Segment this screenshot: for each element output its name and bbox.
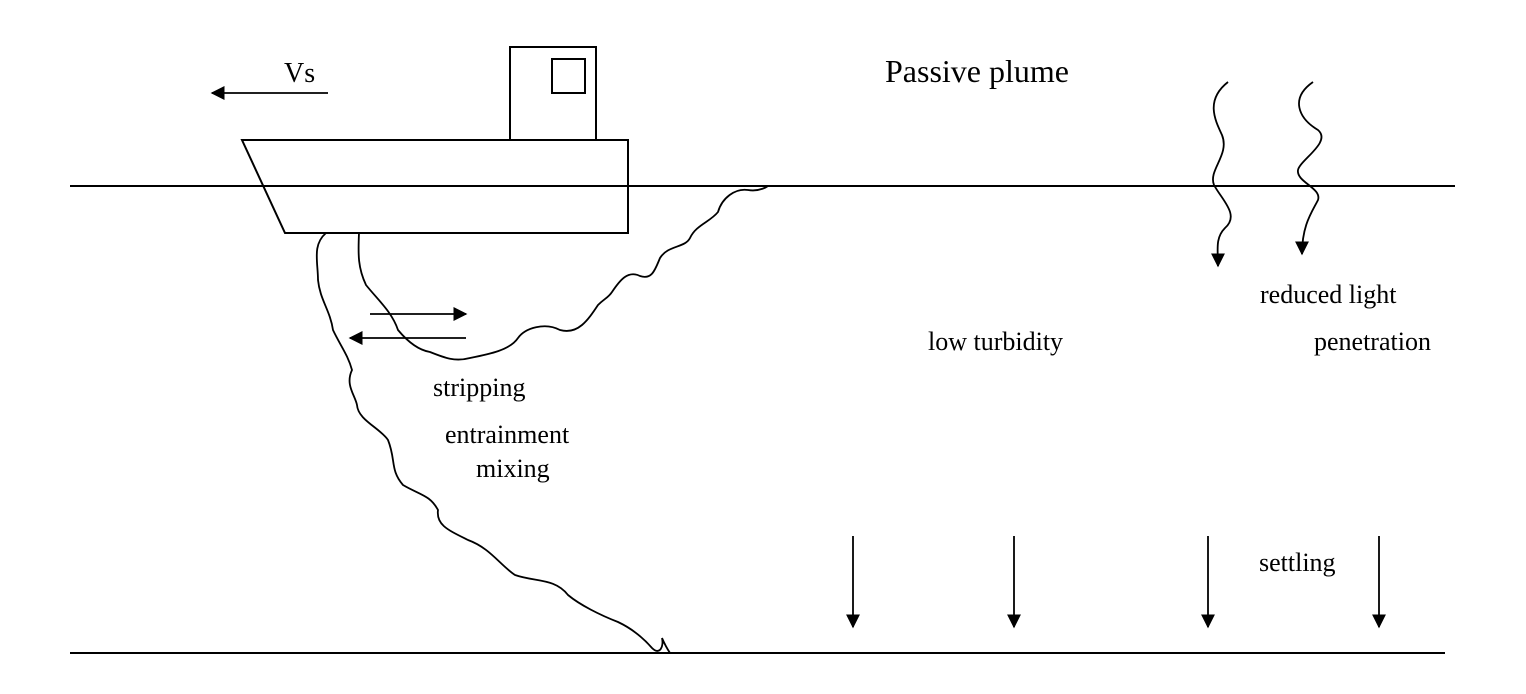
label-stripping: stripping	[433, 373, 525, 402]
label-penetration: penetration	[1314, 327, 1431, 356]
vessel-cabin-window	[552, 59, 585, 93]
vessel-speed-label: Vs	[284, 58, 315, 89]
diagram-title: Passive plume	[885, 53, 1069, 89]
label-reduced-light: reduced light	[1260, 280, 1397, 309]
label-settling: settling	[1259, 548, 1336, 577]
label-entrainment: entrainment	[445, 420, 570, 449]
light-ray-2	[1298, 82, 1322, 254]
label-mixing: mixing	[476, 454, 550, 483]
light-ray-1	[1213, 82, 1231, 266]
plume-boundary-rising	[359, 186, 768, 360]
label-low-turbidity: low turbidity	[928, 327, 1063, 356]
